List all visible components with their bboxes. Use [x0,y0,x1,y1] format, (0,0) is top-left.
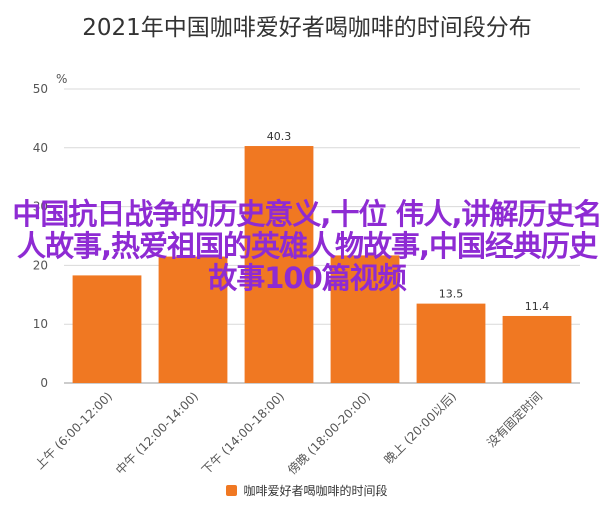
bar [244,146,314,383]
y-tick-label: 30 [33,200,48,214]
y-tick-label: 10 [33,317,48,331]
x-tick-label: 晚上 (20:00以后) [382,389,460,467]
x-tick-label: 上午 (6:00-12:00) [32,389,115,472]
y-tick-label: 20 [33,258,48,272]
bar [330,255,400,383]
data-label: 11.4 [525,300,550,313]
bar [158,256,228,383]
data-label: 13.5 [439,288,464,301]
x-tick-label: 下午 (14:00-18:00) [199,389,287,477]
legend-swatch [226,485,238,496]
bar [416,303,486,383]
y-tick-label: 50 [33,82,48,96]
bar-chart: 0 10 20 30 40 50% 上午 (6:00-12:00)中午 (12:00-14:… [32,72,580,478]
overlay-text: 中国抗日战争的历史意义,十位 伟人,讲解历史名人故事,热爱祖国的英雄人物故事,中… [12,197,602,295]
y-tick-label: 40 [33,141,48,155]
bar [72,275,142,383]
x-tick-label: 傍晚 (18:00-20:00) [284,389,373,478]
data-label: 40.3 [267,130,292,143]
legend-label: 咖啡爱好者喝咖啡的时间段 [243,484,388,498]
chart-title: 2021年中国咖啡爱好者喝咖啡的时间段分布 [82,15,532,41]
y-tick-label: 0 [40,376,48,390]
y-axis-label: % [56,72,67,86]
x-tick-label: 中午 (12:00-14:00) [112,389,201,478]
bar [502,315,572,383]
legend: 咖啡爱好者喝咖啡的时间段 [0,482,614,499]
x-tick-label: 没有固定时间 [484,389,546,451]
